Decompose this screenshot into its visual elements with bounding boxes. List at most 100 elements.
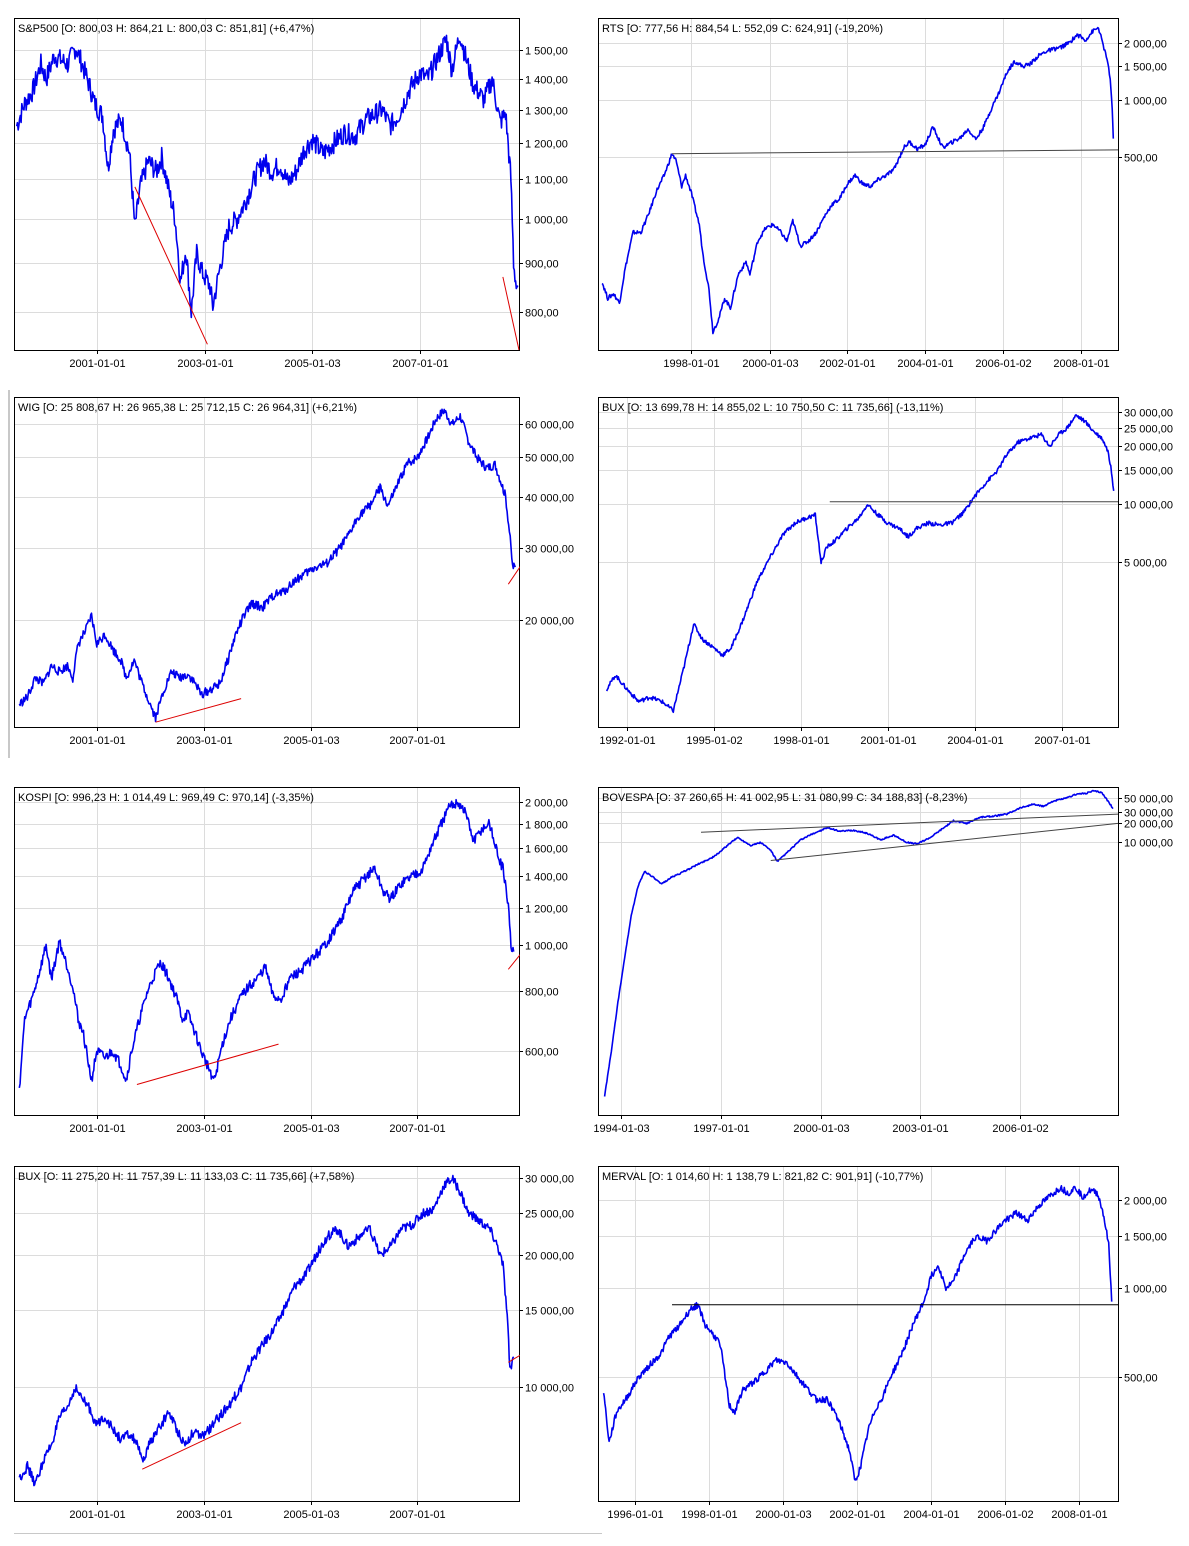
trendline [136, 1043, 279, 1085]
bottom-divider [14, 1533, 602, 1534]
y-tick-label: 30 000,00 [525, 1174, 574, 1186]
x-tick-label: 2000-01-03 [742, 358, 798, 370]
y-tick-label: 800,00 [525, 987, 559, 999]
y-tick-label: 50 000,00 [1124, 794, 1173, 806]
x-tick-label: 2005-01-03 [283, 1509, 339, 1521]
x-tick-label: 2001-01-01 [69, 1509, 125, 1521]
x-tick-label: 2003-01-01 [176, 1123, 232, 1135]
x-tick-label: 2007-01-01 [389, 1123, 445, 1135]
plot-frame [14, 1166, 520, 1502]
y-tick-label: 10 000,00 [525, 1383, 574, 1395]
y-tick-label: 20 000,00 [525, 616, 574, 628]
y-tick-label: 20 000,00 [1124, 819, 1173, 831]
x-tick-label: 2005-01-03 [283, 735, 339, 747]
plot-frame [598, 18, 1119, 351]
trendline [507, 954, 520, 970]
x-tick-label: 2000-01-03 [793, 1123, 849, 1135]
y-tick-label: 500,00 [1124, 153, 1158, 165]
chart-title: KOSPI [O: 996,23 H: 1 014,49 L: 969,49 C… [18, 792, 314, 804]
y-tick-label: 1 600,00 [525, 844, 568, 856]
chart-bux-short: 10 000,00 15 000,00 20 000,00 25 000,00 30 0… [14, 1166, 589, 1531]
trendline [155, 698, 242, 723]
x-tick-label: 2002-01-01 [829, 1509, 885, 1521]
plot-area [601, 26, 1119, 335]
y-tick-label: 600,00 [525, 1047, 559, 1059]
plot-frame [14, 787, 520, 1116]
trendline [770, 822, 1119, 861]
y-tick-label: 1 400,00 [525, 75, 568, 87]
y-tick-label: 900,00 [525, 259, 559, 271]
price-series-line [601, 26, 1115, 335]
price-series-line [18, 798, 515, 1089]
price-series-line [605, 413, 1115, 714]
price-series-line [15, 34, 519, 319]
y-tick-label: 10 000,00 [1124, 500, 1173, 512]
x-tick-label: 1997-01-01 [693, 1123, 749, 1135]
chart-title: BUX [O: 11 275,20 H: 11 757,39 L: 11 133… [18, 1171, 354, 1183]
chart-bovespa: 10 000,00 20 000,00 30 000,00 50 000,00 1994… [593, 787, 1188, 1145]
price-series-line [18, 1174, 515, 1487]
y-tick-label: 2 000,00 [1124, 1196, 1167, 1208]
chart-wig: 20 000,00 30 000,00 40 000,00 50 000,00 60 0… [14, 397, 589, 757]
x-tick-label: 2004-01-01 [947, 735, 1003, 747]
y-tick-label: 15 000,00 [1124, 466, 1173, 478]
plot-area [18, 1174, 520, 1487]
y-tick-label: 30 000,00 [1124, 408, 1173, 420]
x-tick-label: 2001-01-01 [69, 358, 125, 370]
y-tick-label: 20 000,00 [1124, 442, 1173, 454]
y-tick-label: 500,00 [1124, 1373, 1158, 1385]
x-tick-label: 1998-01-01 [773, 735, 829, 747]
chart-title: BOVESPA [O: 37 260,65 H: 41 002,95 L: 31… [602, 792, 967, 804]
chart-merval: 500,00 1 000,00 1 500,00 2 000,00 1996-01-01… [598, 1166, 1188, 1531]
x-tick-label: 2007-01-01 [389, 1509, 445, 1521]
plot-area [15, 34, 520, 351]
y-tick-label: 60 000,00 [525, 420, 574, 432]
plot-area [18, 408, 520, 723]
y-tick-label: 2 000,00 [525, 798, 568, 810]
y-tick-label: 50 000,00 [525, 453, 574, 465]
trendline [134, 186, 208, 345]
chart-sp500: 800,00 900,00 1 000,00 1 100,00 1 200,00 1 30… [14, 18, 589, 380]
plot-frame [598, 787, 1119, 1116]
y-tick-label: 1 500,00 [1124, 62, 1167, 74]
x-tick-label: 2007-01-01 [392, 358, 448, 370]
y-tick-label: 5 000,00 [1124, 558, 1167, 570]
price-series-line [603, 789, 1114, 1097]
x-tick-label: 2008-01-01 [1053, 358, 1109, 370]
x-tick-label: 2003-01-01 [176, 735, 232, 747]
x-tick-label: 2003-01-01 [177, 358, 233, 370]
x-tick-label: 1995-01-02 [686, 735, 742, 747]
y-tick-label: 1 800,00 [525, 820, 568, 832]
x-tick-label: 2005-01-03 [283, 1123, 339, 1135]
y-tick-label: 1 500,00 [525, 46, 568, 58]
y-tick-label: 20 000,00 [525, 1251, 574, 1263]
plot-area [605, 413, 1118, 714]
y-tick-label: 2 000,00 [1124, 39, 1167, 51]
plot-frame [14, 18, 520, 351]
trendline [507, 565, 520, 585]
y-tick-label: 15 000,00 [525, 1306, 574, 1318]
x-tick-label: 2005-01-03 [284, 358, 340, 370]
x-tick-label: 2003-01-01 [892, 1123, 948, 1135]
plot-area [603, 789, 1119, 1097]
left-divider [8, 390, 10, 758]
chart-bux-long: 5 000,00 10 000,00 15 000,00 20 000,00 25 00… [598, 397, 1188, 757]
x-tick-label: 2007-01-01 [389, 735, 445, 747]
x-tick-label: 2006-01-02 [977, 1509, 1033, 1521]
x-tick-label: 2007-01-01 [1034, 735, 1090, 747]
x-tick-label: 2006-01-02 [992, 1123, 1048, 1135]
x-tick-label: 2006-01-02 [975, 358, 1031, 370]
plot-frame [598, 1166, 1119, 1502]
y-tick-label: 1 500,00 [1124, 1232, 1167, 1244]
y-tick-label: 1 000,00 [1124, 1284, 1167, 1296]
plot-frame [14, 397, 520, 728]
x-tick-label: 2004-01-01 [897, 358, 953, 370]
plot-area [18, 798, 520, 1089]
trendline [700, 813, 1119, 833]
y-tick-label: 40 000,00 [525, 493, 574, 505]
y-tick-label: 1 200,00 [525, 139, 568, 151]
trendline [502, 276, 520, 351]
x-tick-label: 1992-01-01 [599, 735, 655, 747]
y-tick-label: 1 400,00 [525, 872, 568, 884]
y-tick-label: 30 000,00 [525, 544, 574, 556]
